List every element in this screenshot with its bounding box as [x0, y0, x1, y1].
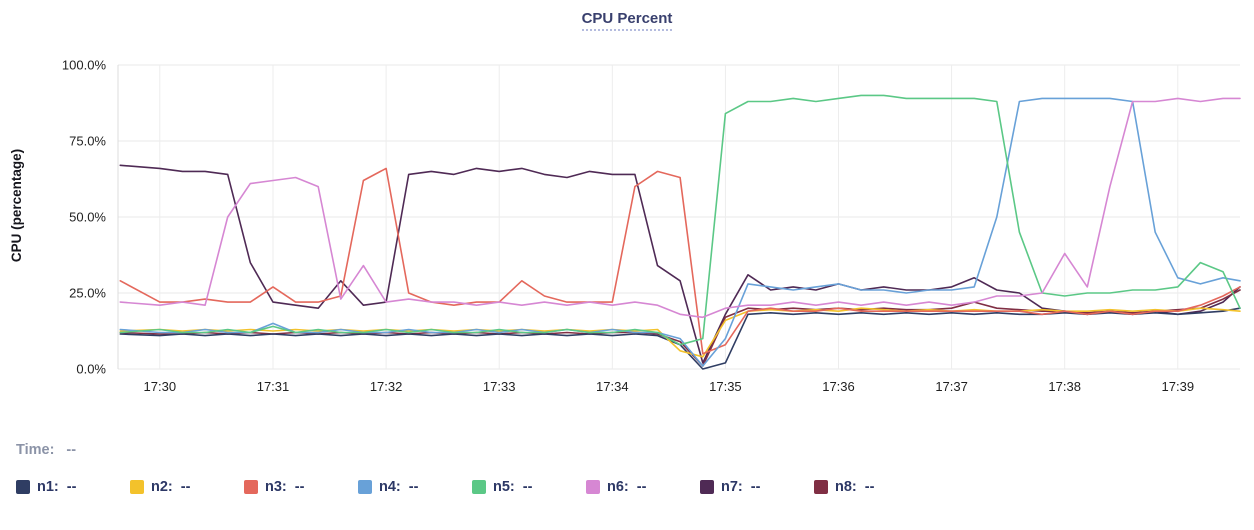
chart-header: CPU Percent — [0, 10, 1254, 31]
legend-value: -- — [636, 479, 647, 495]
legend-item-n8[interactable]: n8: -- — [814, 479, 928, 495]
legend-swatch-n2 — [130, 480, 144, 494]
x-tick-label: 17:39 — [1162, 379, 1195, 394]
legend-swatch-n4 — [358, 480, 372, 494]
x-tick-label: 17:36 — [822, 379, 855, 394]
series-line-n5 — [119, 94, 1241, 346]
x-tick-label: 17:30 — [144, 379, 177, 394]
legend-label: n1: — [37, 479, 59, 495]
legend-swatch-n7 — [700, 480, 714, 494]
legend-item-n3[interactable]: n3: -- — [244, 479, 358, 495]
series-line-n4 — [119, 97, 1241, 367]
series-line-n8 — [119, 289, 1241, 367]
cpu-chart[interactable]: 100.0% 75.0% 50.0% 25.0% 0.0% 17:30 17:31 17:32… — [0, 40, 1254, 420]
legend-value: -- — [522, 479, 533, 495]
legend-label: n3: — [265, 479, 287, 495]
chart-title[interactable]: CPU Percent — [581, 10, 673, 31]
x-tick-label: 17:31 — [257, 379, 290, 394]
y-tick-label: 75.0% — [69, 134, 106, 149]
legend-item-n5[interactable]: n5: -- — [472, 479, 586, 495]
legend-item-n1[interactable]: n1: -- — [16, 479, 130, 495]
legend-swatch-n1 — [16, 480, 30, 494]
legend-label: n8: — [835, 479, 857, 495]
time-value: -- — [66, 442, 77, 458]
y-tick-label: 100.0% — [62, 58, 107, 73]
legend-swatch-n3 — [244, 480, 258, 494]
x-tick-label: 17:33 — [483, 379, 516, 394]
x-tick-label: 17:38 — [1048, 379, 1081, 394]
legend-label: n7: — [721, 479, 743, 495]
legend-label: n4: — [379, 479, 401, 495]
legend-swatch-n5 — [472, 480, 486, 494]
series-line-n3 — [119, 167, 1241, 355]
time-label: Time: — [16, 442, 55, 458]
y-tick-label: 0.0% — [76, 362, 106, 377]
legend-value: -- — [66, 479, 77, 495]
legend-label: n2: — [151, 479, 173, 495]
legend-item-n2[interactable]: n2: -- — [130, 479, 244, 495]
x-tick-label: 17:34 — [596, 379, 629, 394]
legend-item-n7[interactable]: n7: -- — [700, 479, 814, 495]
legend-value: -- — [408, 479, 419, 495]
legend-value: -- — [750, 479, 761, 495]
legend-item-n6[interactable]: n6: -- — [586, 479, 700, 495]
legend-value: -- — [294, 479, 305, 495]
legend-value: -- — [864, 479, 875, 495]
legend: n1: -- n2: -- n3: -- n4: -- n5: -- n6: -- n7: -- n8: -- — [16, 479, 928, 495]
x-tick-label: 17:32 — [370, 379, 403, 394]
legend-swatch-n8 — [814, 480, 828, 494]
x-tick-label: 17:37 — [935, 379, 968, 394]
legend-label: n5: — [493, 479, 515, 495]
legend-label: n6: — [607, 479, 629, 495]
series-line-n6 — [119, 97, 1241, 319]
legend-item-n4[interactable]: n4: -- — [358, 479, 472, 495]
x-tick-label: 17:35 — [709, 379, 742, 394]
time-row: Time: -- — [16, 442, 76, 458]
y-tick-label: 25.0% — [69, 286, 106, 301]
legend-swatch-n6 — [586, 480, 600, 494]
series-line-n1 — [119, 307, 1241, 370]
legend-value: -- — [180, 479, 191, 495]
y-tick-label: 50.0% — [69, 210, 106, 225]
